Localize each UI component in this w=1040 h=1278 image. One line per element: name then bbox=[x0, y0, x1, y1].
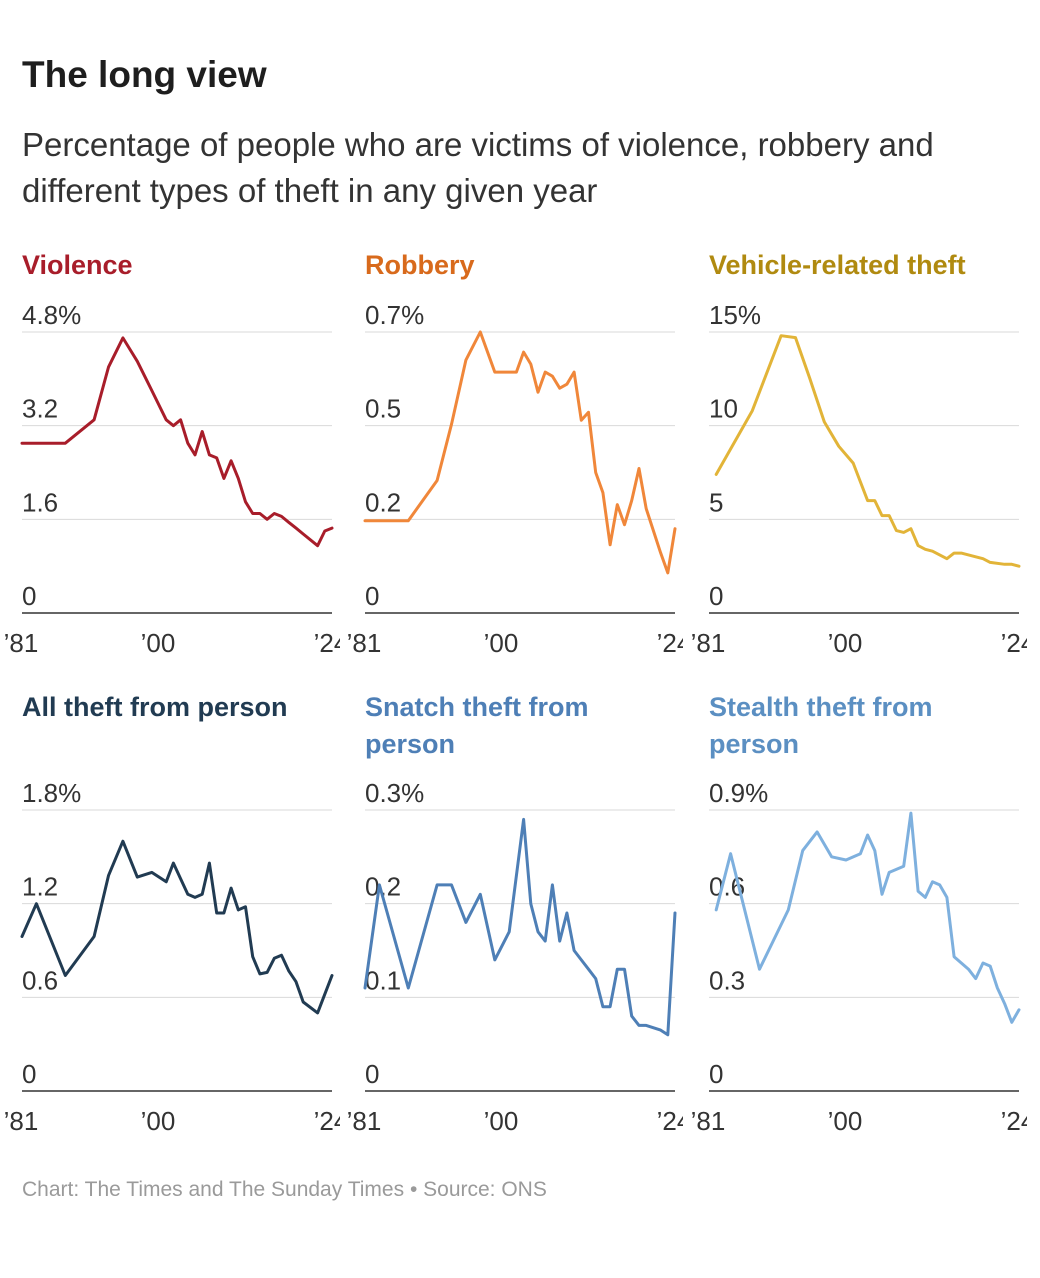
x-tick-label: ’00 bbox=[828, 1106, 863, 1136]
panel-title-vehicle-theft: Vehicle-related theft bbox=[709, 250, 966, 280]
y-tick-label: 0.1 bbox=[365, 965, 401, 995]
chart-all-theft: 0 0.6 1.2 1.8% ’81 ’00 ’24 bbox=[4, 778, 340, 1136]
y-tick-label: 0 bbox=[22, 1059, 36, 1089]
y-tick-label: 0 bbox=[365, 1059, 379, 1089]
y-tick-label: 0 bbox=[709, 1059, 723, 1089]
y-tick-label: 0 bbox=[365, 581, 379, 611]
y-tick-label: 10 bbox=[709, 394, 738, 424]
y-tick-label: 15% bbox=[709, 300, 761, 330]
x-tick-label: ’81 bbox=[691, 1106, 726, 1136]
chart-stealth-theft: 00.30.60.9%’81’00’24 bbox=[691, 778, 1027, 1136]
y-tick-label: 0.6 bbox=[22, 965, 58, 995]
series-line bbox=[714, 334, 1021, 568]
x-tick-label: ’24 bbox=[314, 1106, 340, 1136]
y-tick-label: 5 bbox=[709, 487, 723, 517]
footer-separator: • bbox=[409, 1178, 418, 1201]
y-tick-label: 0.7% bbox=[365, 300, 424, 330]
x-tick-label: ’24 bbox=[657, 628, 683, 658]
x-tick-label: ’00 bbox=[484, 1106, 519, 1136]
chart-robbery: 0 0.2 0.5 0.7% ’81 ’00 ’24 bbox=[347, 300, 683, 658]
chart-subtitle: Percentage of people who are victims of … bbox=[22, 126, 934, 209]
y-tick-label: 1.6 bbox=[22, 487, 58, 517]
x-tick-label: ’81 bbox=[347, 628, 382, 658]
x-tick-label: ’00 bbox=[141, 628, 176, 658]
y-tick-label: 3.2 bbox=[22, 394, 58, 424]
x-tick-label: ’00 bbox=[828, 628, 863, 658]
series-line bbox=[363, 817, 677, 1037]
y-tick-label: 0.9% bbox=[709, 778, 768, 808]
y-tick-label: 0.5 bbox=[365, 394, 401, 424]
chart-vehicle-theft: 0 5 10 15% ’81 ’00 ’24 bbox=[691, 300, 1027, 658]
footer-source: Source: ONS bbox=[423, 1178, 547, 1201]
x-tick-label: ’24 bbox=[1001, 628, 1027, 658]
x-tick-label: ’24 bbox=[657, 1106, 683, 1136]
x-tick-label: ’81 bbox=[691, 628, 726, 658]
y-tick-label: 0 bbox=[709, 581, 723, 611]
panel-title-snatch-theft: Snatch theft from person bbox=[365, 692, 589, 759]
x-tick-label: ’00 bbox=[484, 628, 519, 658]
y-tick-label: 1.2 bbox=[22, 872, 58, 902]
x-tick-label: ’24 bbox=[314, 628, 340, 658]
panel-title-stealth-theft: Stealth theft from person bbox=[709, 692, 933, 759]
panel-title-robbery: Robbery bbox=[365, 250, 475, 280]
x-tick-label: ’81 bbox=[347, 1106, 382, 1136]
y-tick-label: 0.3% bbox=[365, 778, 424, 808]
chart-snatch-theft: 00.10.20.3%’81’00’24 bbox=[347, 778, 683, 1136]
x-tick-label: ’24 bbox=[1001, 1106, 1027, 1136]
series-line bbox=[714, 811, 1021, 1024]
y-tick-label: 4.8% bbox=[22, 300, 81, 330]
panel-title-violence: Violence bbox=[22, 250, 133, 280]
series-line bbox=[363, 330, 677, 575]
footer-credit: Chart: The Times and The Sunday Times bbox=[22, 1178, 405, 1201]
x-tick-label: ’81 bbox=[4, 1106, 39, 1136]
y-tick-label: 0.2 bbox=[365, 487, 401, 517]
footer: Chart: The Times and The Sunday Times • … bbox=[22, 1178, 547, 1202]
x-tick-label: ’00 bbox=[141, 1106, 176, 1136]
series-line bbox=[20, 336, 334, 548]
x-tick-label: ’81 bbox=[4, 628, 39, 658]
panel-title-all-theft: All theft from person bbox=[22, 692, 288, 722]
chart-violence: 0 1.6 3.2 4.8% ’81 ’00 ’24 bbox=[4, 300, 340, 658]
y-tick-label: 0 bbox=[22, 581, 36, 611]
y-tick-label: 1.8% bbox=[22, 778, 81, 808]
y-tick-label: 0.3 bbox=[709, 965, 745, 995]
series-line bbox=[20, 839, 334, 1015]
chart-title: The long view bbox=[22, 54, 267, 95]
